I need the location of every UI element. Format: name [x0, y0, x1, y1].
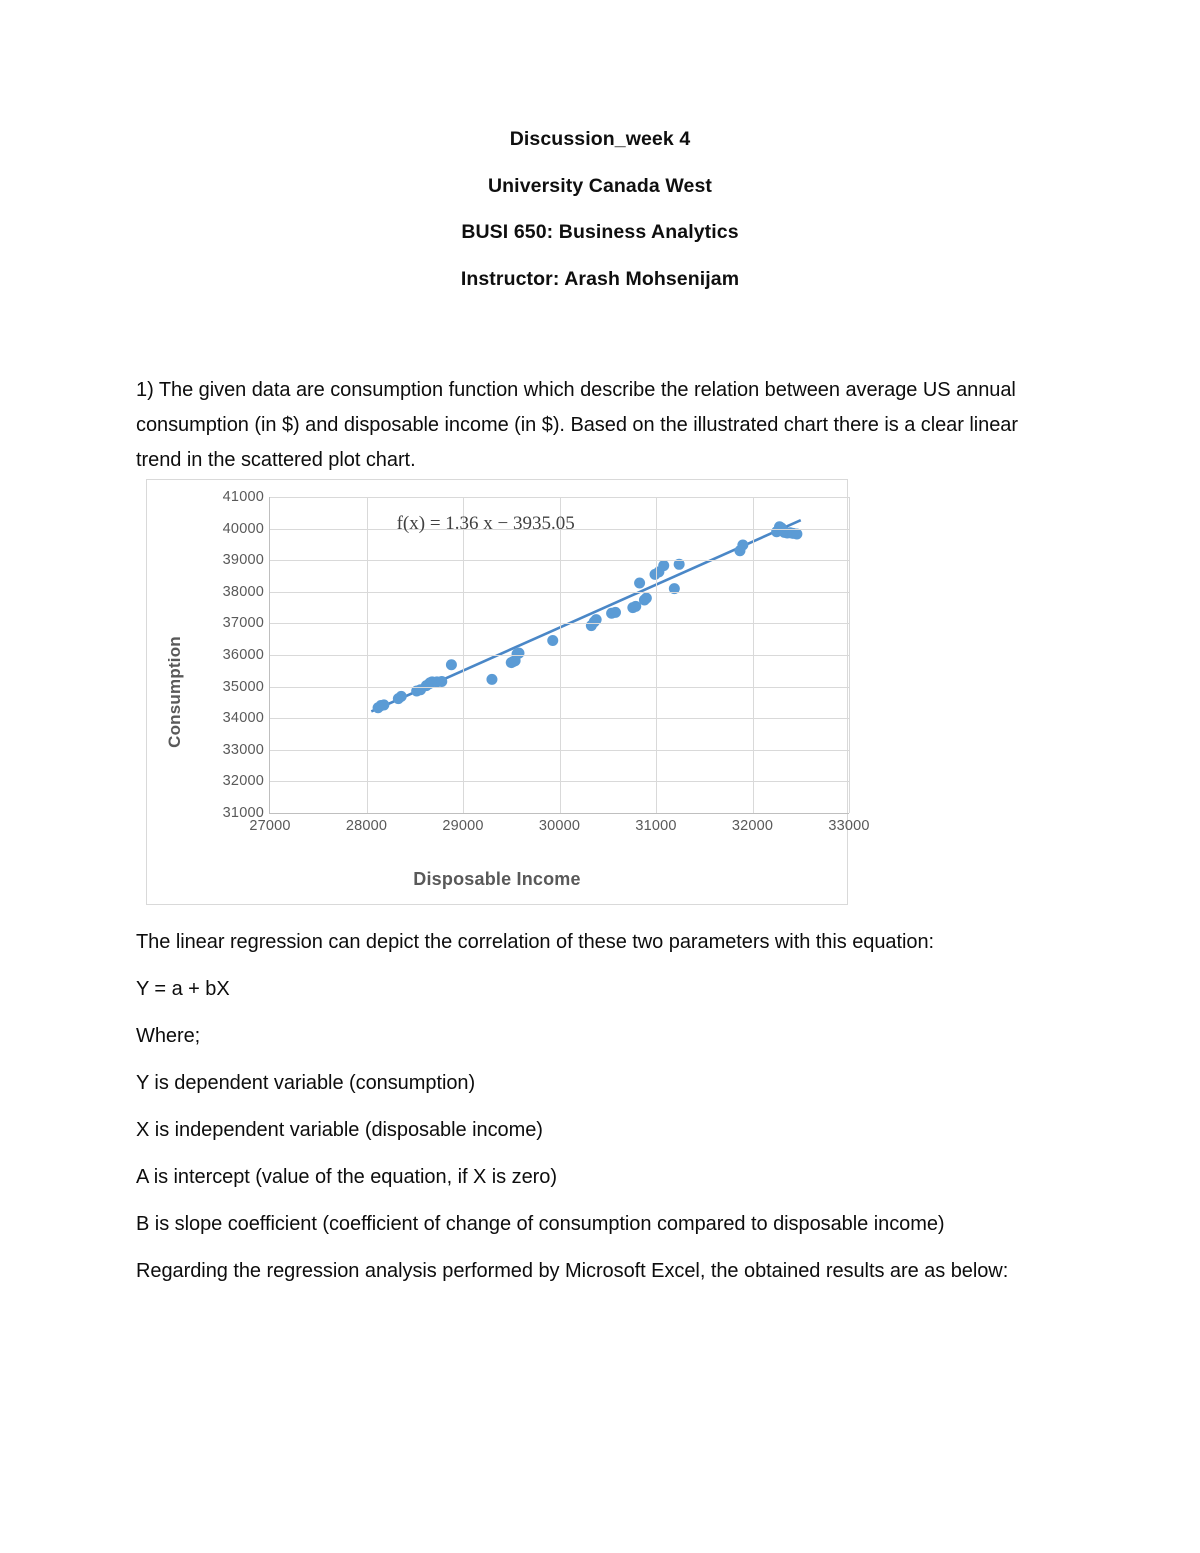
scatter-point — [737, 539, 749, 551]
scatter-point — [630, 600, 642, 612]
x-axis-tick-label: 30000 — [538, 818, 581, 834]
gridline-vertical — [366, 497, 368, 813]
x-axis-tick-label: 32000 — [731, 818, 774, 834]
gridline-vertical — [463, 497, 464, 813]
scatter-point — [791, 528, 803, 540]
gridline-vertical — [559, 497, 561, 813]
scatter-point — [547, 634, 559, 646]
linear-regression-paragraph-block: The linear regression can depict the cor… — [136, 925, 1066, 960]
x-axis-tick-label: 33000 — [828, 818, 870, 834]
b-definition-block: B is slope coefficient (coefficient of c… — [136, 1207, 1066, 1242]
gridline-vertical — [656, 497, 657, 813]
gridline-vertical — [752, 497, 754, 813]
title-line-1: Discussion_week 4 — [509, 128, 691, 150]
intro-paragraph-block: 1) The given data are consumption functi… — [136, 373, 1066, 478]
x-axis-tick-label: 31000 — [635, 818, 677, 834]
gridline-vertical — [849, 497, 850, 813]
regression-note-block: Regarding the regression analysis perfor… — [136, 1254, 1066, 1289]
scatter-point — [658, 560, 670, 572]
title-line-4: Instructor: Arash Mohsenijam — [460, 267, 740, 290]
b-definition: B is slope coefficient (coefficient of c… — [136, 1213, 945, 1235]
y-axis-tick-label: 31000 — [222, 805, 264, 821]
y-axis-tick-label: 32000 — [222, 773, 264, 790]
y-axis-tick-label: 37000 — [222, 615, 264, 632]
y-axis-tick-label: 40000 — [222, 520, 264, 537]
equation-paragraph: Y = a + bX — [136, 978, 230, 1000]
x-axis-tick-label: 28000 — [345, 818, 388, 834]
scatter-point — [668, 583, 680, 595]
where-paragraph-block: Where; — [136, 1019, 1066, 1054]
scatter-point — [640, 592, 652, 604]
y-axis-tick-label: 34000 — [222, 710, 264, 727]
x-axis-tick-label: 29000 — [442, 818, 484, 834]
x-axis-tick-label: 27000 — [249, 818, 291, 834]
chart-x-axis-title: Disposable Income — [413, 869, 581, 889]
intro-paragraph: 1) The given data are consumption functi… — [136, 379, 1018, 471]
title-line-3: BUSI 650: Business Analytics — [461, 221, 739, 243]
scatter-point — [673, 558, 685, 570]
trendline-equation-label: f(x) = 1.36 x − 3935.05 — [396, 513, 575, 534]
scatter-point — [513, 647, 525, 659]
scatter-point — [486, 673, 498, 685]
y-axis-tick-label: 35000 — [222, 678, 264, 695]
scatter-point — [436, 676, 448, 688]
scatter-point — [445, 659, 457, 671]
y-definition: Y is dependent variable (consumption) — [136, 1072, 476, 1094]
x-definition: X is independent variable (disposable in… — [136, 1119, 543, 1141]
chart-y-axis-title: Consumption — [165, 636, 184, 748]
y-axis-tick-label: 39000 — [222, 552, 264, 569]
document-header: Discussion_week 4 University Canada West… — [135, 128, 1065, 290]
scatter-chart: Consumption Disposable Income 31000 32000… — [146, 479, 870, 905]
equation-paragraph-block: Y = a + bX — [136, 972, 1066, 1007]
scatter-point — [609, 606, 621, 618]
x-definition-block: X is independent variable (disposable in… — [136, 1113, 1066, 1148]
scatter-point — [590, 614, 602, 626]
scatter-point — [634, 577, 646, 589]
plot-area: 31000 32000 33000 34000 35000 36000 37000 38000… — [223, 489, 870, 834]
y-axis-tick-label: 36000 — [222, 647, 264, 663]
y-axis-tick-label: 38000 — [222, 583, 264, 600]
linear-regression-paragraph: The linear regression can depict the cor… — [136, 931, 935, 953]
where-paragraph: Where; — [136, 1025, 201, 1047]
chart-inner: Consumption Disposable Income 31000 32000… — [147, 480, 870, 904]
a-definition: A is intercept (value of the equation, i… — [136, 1166, 557, 1188]
title-line-2: University Canada West — [487, 174, 712, 197]
regression-note: Regarding the regression analysis perfor… — [136, 1260, 1009, 1282]
a-definition-block: A is intercept (value of the equation, i… — [136, 1160, 1066, 1195]
y-axis-tick-label: 33000 — [222, 741, 264, 758]
plot-wrapper: 31000 32000 33000 34000 35000 36000 37000 38000… — [223, 489, 870, 834]
scatter-point — [378, 699, 390, 711]
scatter-point — [395, 690, 407, 702]
y-axis-tick-label: 41000 — [222, 489, 264, 505]
scatter-series — [370, 519, 803, 714]
y-definition-block: Y is dependent variable (consumption) — [136, 1066, 1066, 1101]
